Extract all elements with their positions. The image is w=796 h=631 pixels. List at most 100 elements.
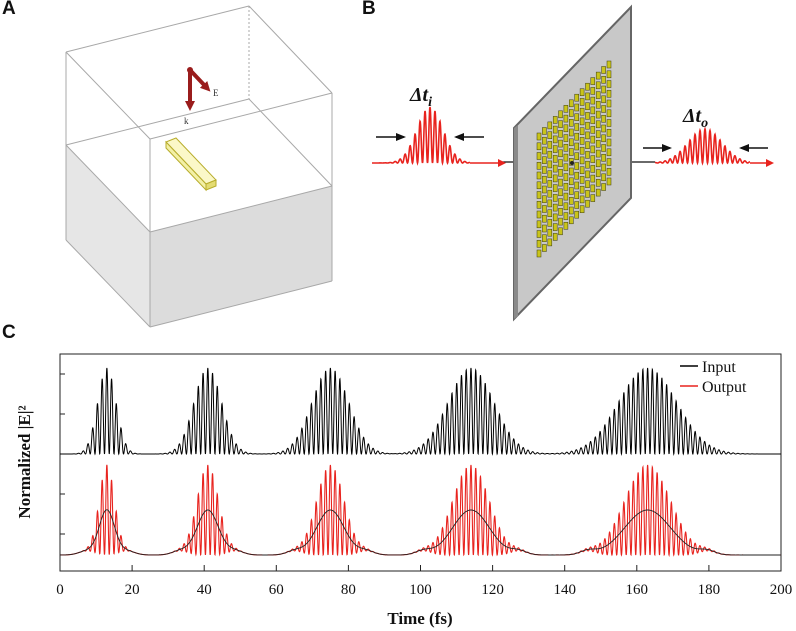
nanorod-element [595,188,601,197]
nanorod-element [574,191,579,199]
nanorod-element [579,98,585,106]
nanorod-element [579,127,585,135]
nanorod-element [552,174,558,183]
nanorod-element [563,183,569,191]
nanorod-element [547,189,553,198]
nanorod-element [585,121,590,130]
nanorod-element [569,206,574,215]
nanorod-element [590,106,596,115]
input-series-line [60,367,781,456]
nanorod-element [595,179,601,187]
nanorod-element [601,124,606,133]
nanorod-element [569,197,574,205]
nanorod-element [574,201,579,209]
nanorod-element [574,181,579,190]
nanorod-element [579,137,585,145]
nanorod-element [542,195,547,203]
nanorod-element [585,82,590,91]
nanorod-element [536,210,542,219]
nanorod-element [547,219,553,227]
nanorod-element [569,99,574,108]
nanorod-element [536,142,542,151]
nanorod-element [590,77,596,85]
nanorod-element [606,138,612,147]
nanorod-array [536,60,612,258]
nanorod-element [558,188,563,197]
nanorod-element [558,169,563,177]
panel-c-chart: 0 20 40 60 80 100 120 140 160 180 200 Input Output… [15,353,792,628]
nanorod-element [590,194,596,202]
nanorod-element [606,90,612,98]
input-pulse-wave [372,106,471,166]
nanorod-element [563,222,569,230]
k-vector-label: k [184,116,189,126]
nanorod-element [536,132,542,141]
box-edges [65,5,333,328]
nanorod-element [595,159,601,168]
nanorod-element [536,249,542,258]
nanorod-element [563,153,569,162]
nanorod-element [601,173,606,182]
x-tick-label: 40 [197,582,212,598]
field-arrows: E k [184,67,219,126]
nanorod-element [563,114,569,123]
nanorod-element [595,149,601,158]
nanorod-element [542,166,547,174]
nanorod-element [585,141,590,149]
nanorod-element [595,91,601,99]
nanorod-element [606,70,612,79]
nanorod-element [601,66,606,74]
beam-center-dot [570,161,574,165]
nanorod-element [590,116,596,124]
nanorod-element [552,155,558,163]
nanorod-element [552,135,558,144]
nanorod-element [552,213,558,222]
nanorod-element [563,134,569,142]
nanorod-element [595,110,601,119]
nanorod-element [606,168,612,176]
x-axis: 0 20 40 60 80 100 120 140 160 180 200 [56,565,792,598]
x-tick-label: 180 [698,582,721,598]
nanorod-element [536,201,542,209]
nanorod-element [547,228,553,237]
nanorod-element [579,205,585,213]
nanorod-element [601,76,606,84]
x-tick-label: 200 [770,582,793,598]
nanorod-element [606,99,612,108]
nanorod-element [601,85,606,94]
nanorod-element [558,217,563,226]
nanorod-element [601,183,606,191]
nanorod-element [552,164,558,173]
nanorod-element [579,107,585,116]
nanorod-element [547,170,553,178]
nanorod-element [542,224,547,233]
x-tick-label: 140 [553,582,576,598]
y-axis-label: Normalized |E|² [15,405,34,518]
nanorod-element [606,158,612,166]
x-tick-label: 120 [481,582,504,598]
nanorod-element [563,163,569,172]
nanorod-element [595,169,601,177]
nanorod-element [574,162,579,170]
nanorod-element [601,134,606,143]
nanorod-element [558,110,563,119]
nanorod-element [536,220,542,229]
nanorod-element [590,155,596,163]
legend-output-label: Output [702,379,747,396]
nanorod-element [595,81,601,90]
nanorod-element [579,176,585,184]
nanorod-element [585,180,590,188]
nanorod-element [579,117,585,126]
nanorod-element [601,95,606,104]
nanorod-element [595,120,601,129]
nanorod-element [574,113,579,121]
legend: Input Output [680,359,747,396]
nanorod [165,137,217,192]
nanorod-element [585,112,590,120]
panel-a-letter: A [2,0,16,19]
x-tick-label: 0 [56,582,64,598]
nanorod-element [558,139,563,148]
box-lower-left-face [66,145,150,327]
panel-b-letter: B [362,0,376,19]
